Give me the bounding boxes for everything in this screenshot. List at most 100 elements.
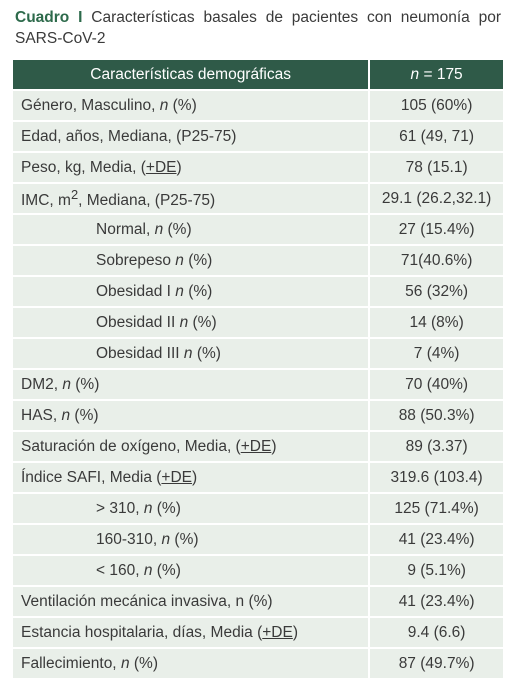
table-header-row: Características demográficas n = 175 [13,60,503,89]
label-suffix: (%) [183,282,213,300]
label-text: > 310, [96,499,144,517]
label-suffix: (%) [188,313,217,331]
table-row: Saturación de oxígeno, Media, (+DE) 89 (3… [13,432,503,461]
row-label: HAS, n (%) [13,401,369,430]
row-value: 14 (8%) [368,308,503,337]
label-text: Fallecimiento, [21,654,121,672]
table-row: < 160, n (%) 9 (5.1%) [13,556,503,585]
row-label: Obesidad I n (%) [13,277,369,306]
row-label: 160-310, n (%) [13,525,369,554]
label-underlined: +DE [262,623,293,641]
header-characteristics: Características demográficas [13,60,369,89]
label-underlined: +DE [161,468,193,486]
table-row: > 310, n (%) 125 (71.4%) [13,494,503,523]
row-label: Fallecimiento, n (%) [13,649,369,678]
table-row: Peso, kg, Media, (+DE) 78 (15.1) [13,153,503,182]
label-italic-n: n [143,499,153,517]
table-body: Género, Masculino, n (%) 105 (60%) Edad, a… [13,91,503,678]
label-italic-n: n [183,344,193,362]
label-text: DM2, [21,375,63,393]
row-label: IMC, m2, Mediana, (P25-75) [13,184,369,213]
row-value: 89 (3.37) [368,432,503,461]
row-value: 87 (49.7%) [368,649,503,678]
label-suffix: , Mediana, (P25-75) [78,192,216,210]
label-text: Estancia hospitalaria, días, Media ( [21,623,263,641]
label-text: HAS, [21,406,62,424]
row-label: Edad, años, Mediana, (P25-75) [13,122,369,151]
table-row: Obesidad II n (%) 14 (8%) [13,308,503,337]
label-text: 160-310, [96,530,162,548]
row-value: 27 (15.4%) [368,215,503,244]
label-text: Obesidad II [96,313,180,331]
label-italic-n: n [161,530,171,548]
label-suffix: ) [271,437,277,455]
row-value: 319.6 (103.4) [368,463,503,492]
label-text: Obesidad III [96,344,184,362]
label-text: Edad, años, Mediana, (P25-75) [21,127,237,145]
label-suffix: (%) [183,251,213,269]
table-row: Obesidad I n (%) 56 (32%) [13,277,503,306]
label-superscript: 2 [70,186,79,202]
row-value: 9.4 (6.6) [368,618,503,647]
label-text: Obesidad I [96,282,176,300]
label-text: Normal, [96,220,155,238]
row-value: 105 (60%) [368,91,503,120]
label-italic-n: n [120,654,130,672]
table-caption: Cuadro I Características basales de paci… [15,7,501,49]
row-value: 9 (5.1%) [368,556,503,585]
label-italic-n: n [179,313,189,331]
row-label: Peso, kg, Media, (+DE) [13,153,369,182]
label-suffix: (%) [192,344,221,362]
row-label: Sobrepeso n (%) [13,246,369,275]
row-value: 61 (49, 71) [368,122,503,151]
row-value: 56 (32%) [368,277,503,306]
table-row: 160-310, n (%) 41 (23.4%) [13,525,503,554]
row-value: 88 (50.3%) [368,401,503,430]
label-suffix: ) [292,623,298,641]
label-suffix: ) [192,468,198,486]
label-italic-n: n [175,282,184,300]
table-row: Fallecimiento, n (%) 87 (49.7%) [13,649,503,678]
row-label: > 310, n (%) [13,494,369,523]
table-row: Género, Masculino, n (%) 105 (60%) [13,91,503,120]
label-italic-n: n [159,96,169,114]
header-n: n = 175 [368,60,503,89]
caption-text: Características basales de pacientes con… [15,9,501,47]
label-text: Ventilación mecánica invasiva, n (%) [21,592,273,610]
label-text: Género, Masculino, [21,96,160,114]
row-value: 70 (40%) [368,370,503,399]
label-text: Saturación de oxígeno, Media, ( [21,437,241,455]
label-italic-n: n [143,561,153,579]
row-label: Saturación de oxígeno, Media, (+DE) [13,432,369,461]
label-suffix: (%) [129,654,158,672]
label-suffix: (%) [168,96,197,114]
row-label: Normal, n (%) [13,215,369,244]
table-row: HAS, n (%) 88 (50.3%) [13,401,503,430]
table-row: Obesidad III n (%) 7 (4%) [13,339,503,368]
label-italic-n: n [61,406,71,424]
row-value: 125 (71.4%) [368,494,503,523]
row-label: Obesidad II n (%) [13,308,369,337]
label-suffix: (%) [70,406,99,424]
label-underlined: +DE [145,158,177,176]
row-label: Índice SAFI, Media (+DE) [13,463,369,492]
label-italic-n: n [62,375,71,393]
table-row: Sobrepeso n (%) 71(40.6%) [13,246,503,275]
row-label: DM2, n (%) [13,370,369,399]
label-italic-n: n [175,251,184,269]
label-text: Índice SAFI, Media ( [21,468,162,486]
row-label: Ventilación mecánica invasiva, n (%) [13,587,369,616]
label-text: Sobrepeso [96,251,176,269]
label-suffix: (%) [170,530,199,548]
label-suffix: (%) [70,375,100,393]
characteristics-table: Características demográficas n = 175 Gén… [13,58,503,680]
label-text: < 160, [96,561,144,579]
header-n-count: = 175 [419,65,463,83]
label-underlined: +DE [240,437,272,455]
label-text: IMC, m [21,192,71,210]
row-value: 41 (23.4%) [368,587,503,616]
label-suffix: (%) [163,220,192,238]
table-row: DM2, n (%) 70 (40%) [13,370,503,399]
row-label: Obesidad III n (%) [13,339,369,368]
label-text: Peso, kg, Media, ( [21,158,146,176]
